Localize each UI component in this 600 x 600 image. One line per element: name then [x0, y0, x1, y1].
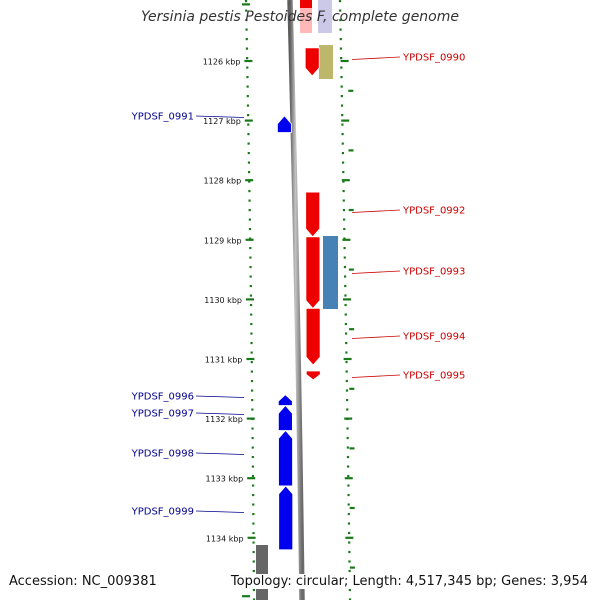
genome-backbone — [287, 0, 305, 600]
label-YPDSF_0998[interactable]: YPDSF_0998 — [131, 449, 194, 460]
leader-YPDSF_0991 — [195, 115, 245, 118]
gene-YPDSF_0997[interactable] — [277, 404, 293, 431]
ruler-ticks: 1126 kbp 1127 kbp 1128 kbp 1129 kbp 1130 kbp… — [203, 3, 355, 598]
tick-label: 1128 kbp — [203, 177, 241, 186]
tick-label: 1134 kbp — [206, 534, 244, 543]
tick-label: 1130 kbp — [204, 296, 242, 305]
label-YPDSF_0994[interactable]: YPDSF_0994 — [402, 332, 465, 343]
label-YPDSF_0991[interactable]: YPDSF_0991 — [131, 112, 194, 123]
gene-YPDSF_0996[interactable] — [277, 394, 293, 406]
label-YPDSF_0996[interactable]: YPDSF_0996 — [131, 392, 194, 403]
tick-label: 1127 kbp — [203, 117, 241, 126]
label-YPDSF_0999[interactable]: YPDSF_0999 — [131, 507, 194, 518]
gene-YPDSF_0992[interactable] — [305, 191, 321, 238]
label-YPDSF_0995[interactable]: YPDSF_0995 — [402, 371, 465, 382]
steelblue-feature[interactable] — [323, 236, 338, 309]
genome-summary: Topology: circular; Length: 4,517,345 bp… — [228, 574, 590, 589]
gene-YPDSF_0999[interactable] — [278, 485, 294, 551]
leader-YPDSF_0999 — [195, 510, 245, 513]
label-YPDSF_0997[interactable]: YPDSF_0997 — [131, 409, 194, 420]
leader-YPDSF_0998 — [195, 452, 245, 455]
top-partial-features — [256, 0, 338, 600]
gene-YPDSF_0990[interactable] — [304, 47, 320, 77]
leader-YPDSF_0990 — [351, 56, 401, 60]
genes — [277, 47, 321, 551]
tick-label: 1126 kbp — [203, 58, 241, 67]
gray-feature[interactable] — [256, 545, 268, 600]
tick-label: 1131 kbp — [205, 356, 243, 365]
label-YPDSF_0990[interactable]: YPDSF_0990 — [402, 53, 465, 64]
tick-label: 1132 kbp — [205, 415, 243, 424]
leader-YPDSF_0995 — [351, 374, 401, 378]
gene-YPDSF_0995[interactable] — [305, 370, 321, 381]
leader-YPDSF_0996 — [195, 395, 245, 398]
leader-YPDSF_0992 — [351, 209, 401, 213]
leader-YPDSF_0994 — [351, 335, 401, 339]
gene-YPDSF_0993[interactable] — [305, 236, 321, 309]
label-YPDSF_0993[interactable]: YPDSF_0993 — [402, 267, 465, 278]
gene-YPDSF_0994[interactable] — [305, 307, 321, 366]
tick-label: 1129 kbp — [204, 236, 242, 245]
gene-YPDSF_0998[interactable] — [278, 429, 293, 487]
leader-YPDSF_0993 — [351, 270, 401, 274]
leader-YPDSF_0997 — [195, 412, 245, 415]
label-YPDSF_0992[interactable]: YPDSF_0992 — [402, 206, 465, 217]
gene-labels: YPDSF_0990 YPDSF_0991 YPDSF_0992 YPDSF_0993… — [131, 53, 466, 518]
accession-text: Accession: NC_009381 — [9, 574, 157, 589]
tick-label: 1133 kbp — [205, 475, 243, 484]
gene-YPDSF_0991[interactable] — [277, 115, 292, 133]
olive-feature[interactable] — [319, 45, 333, 79]
map-title: Yersinia pestis Pestoides F, complete ge… — [141, 9, 459, 25]
